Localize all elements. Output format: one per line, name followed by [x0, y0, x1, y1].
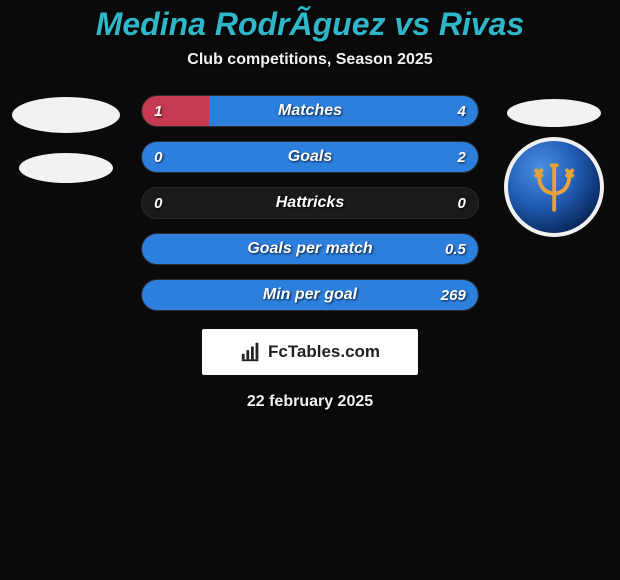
left-club-avatar-placeholder	[19, 153, 113, 183]
trident-icon	[522, 155, 586, 219]
stat-bar: 1Matches4	[141, 95, 479, 127]
bar-chart-icon	[240, 341, 262, 363]
stat-bar: Min per goal269	[141, 279, 479, 311]
page-title: Medina RodrÃ­guez vs Rivas	[0, 6, 620, 43]
stat-fill-left	[142, 96, 209, 126]
stat-bar: Goals per match0.5	[141, 233, 479, 265]
stat-fill-right	[142, 234, 478, 264]
stat-label: Hattricks	[142, 188, 478, 218]
subtitle: Club competitions, Season 2025	[0, 51, 620, 69]
stat-bar: 0Goals2	[141, 141, 479, 173]
comparison-widget: Medina RodrÃ­guez vs Rivas Club competit…	[0, 0, 620, 411]
left-player-avatar-placeholder	[12, 97, 120, 133]
right-avatar-column	[495, 95, 614, 237]
stat-fill-right	[142, 280, 478, 310]
right-player-avatar-placeholder	[507, 99, 601, 127]
content-row: 1Matches4 0Goals2 0Hattricks0 Goals per mat…	[0, 95, 620, 311]
stat-bar: 0Hattricks0	[141, 187, 479, 219]
stat-fill-right	[209, 96, 478, 126]
stat-fill-right	[142, 142, 478, 172]
right-club-badge	[504, 137, 604, 237]
left-avatar-column	[6, 95, 125, 183]
stat-bars-column: 1Matches4 0Goals2 0Hattricks0 Goals per mat…	[141, 95, 479, 311]
date-line: 22 february 2025	[0, 393, 620, 411]
brand-text: FcTables.com	[268, 342, 380, 362]
brand-box[interactable]: FcTables.com	[202, 329, 418, 375]
stat-value-right: 0	[457, 188, 465, 218]
stat-value-left: 0	[154, 188, 162, 218]
